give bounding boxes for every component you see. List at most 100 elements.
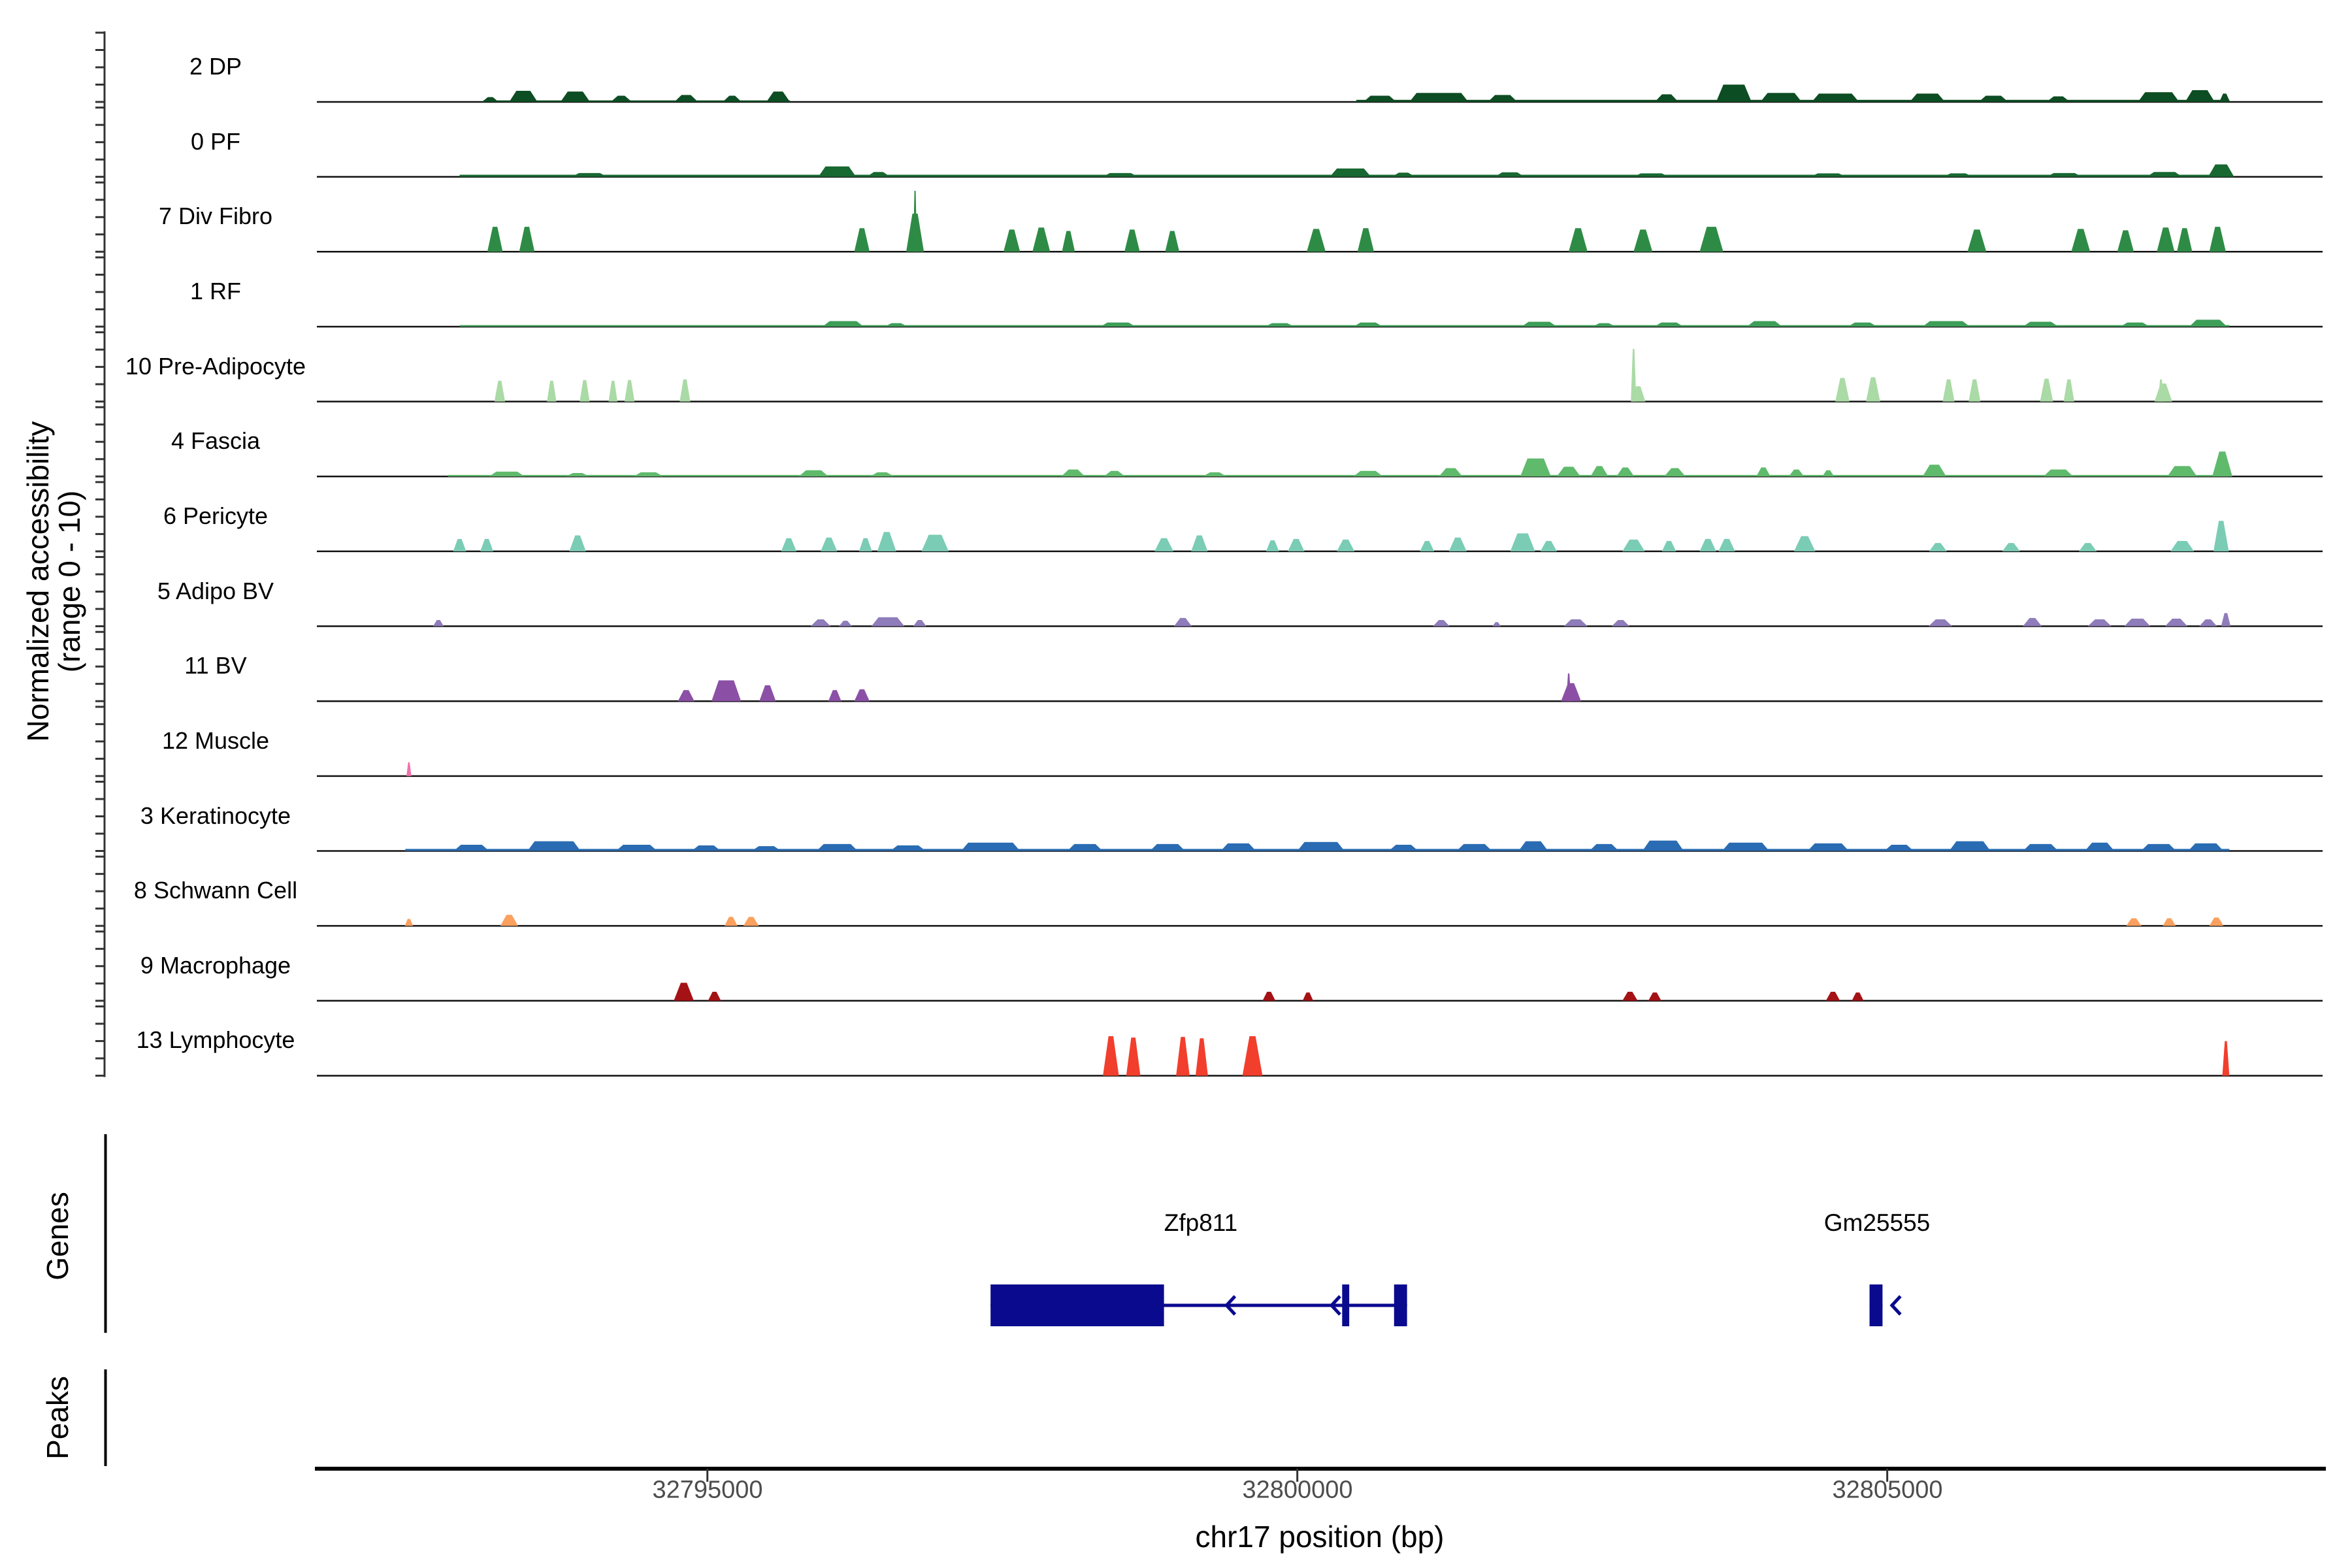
coverage-peak bbox=[1262, 992, 1276, 1001]
coverage-peak bbox=[2087, 619, 2112, 627]
coverage-peak bbox=[1884, 844, 1914, 851]
coverage-peak bbox=[1718, 538, 1735, 551]
gene-exon bbox=[1342, 1284, 1350, 1326]
gene-exon bbox=[1869, 1284, 1883, 1326]
coverage-peak bbox=[1124, 229, 1140, 252]
x-axis-title: chr17 position (bp) bbox=[1195, 1520, 1445, 1554]
coverage-peak bbox=[547, 380, 557, 402]
coverage-peak bbox=[1589, 843, 1619, 851]
coverage-peak bbox=[961, 842, 1021, 851]
coverage-peak bbox=[1561, 683, 1582, 702]
coverage-peak bbox=[2146, 172, 2183, 177]
coverage-peak bbox=[798, 470, 828, 477]
coverage-peak bbox=[2117, 230, 2134, 252]
coverage-peak bbox=[678, 690, 694, 702]
track-label: 12 Muscle bbox=[161, 727, 270, 754]
coverage-peak bbox=[1949, 841, 1991, 851]
x-tick-label-32795000: 32795000 bbox=[652, 1476, 763, 1504]
coverage-peak bbox=[1288, 538, 1305, 551]
coverage-peak bbox=[453, 844, 489, 851]
coverage-peak bbox=[2085, 842, 2115, 851]
genes-section-label: Genes bbox=[41, 1192, 74, 1281]
coverage-peak bbox=[569, 535, 586, 551]
coverage-peak bbox=[433, 620, 444, 627]
coverage-peak bbox=[1363, 95, 1397, 102]
coverage-peak bbox=[2023, 321, 2059, 327]
coverage-peak bbox=[1835, 378, 1850, 402]
track-label: 6 Pericyte bbox=[163, 502, 269, 529]
y-axis-title-line2: (range 0 - 10) bbox=[52, 490, 86, 673]
track-label: 8 Schwann Cell bbox=[133, 877, 298, 904]
coverage-peak bbox=[1866, 377, 1880, 402]
coverage-peak bbox=[1062, 231, 1075, 252]
coverage-peak bbox=[1722, 842, 1770, 851]
coverage-peak bbox=[566, 472, 590, 477]
coverage-peak bbox=[1203, 472, 1227, 477]
track-label: 10 Pre-Adipocyte bbox=[125, 352, 306, 380]
coverage-peak bbox=[2071, 229, 2091, 252]
gene-strand-arrow-icon bbox=[1889, 1295, 1902, 1316]
coverage-peak bbox=[1569, 228, 1588, 252]
coverage-peak bbox=[1812, 93, 1859, 102]
coverage-peak bbox=[1622, 992, 1638, 1001]
coverage-base bbox=[448, 474, 2230, 477]
coverage-peak bbox=[2120, 322, 2150, 327]
coverage-peak bbox=[560, 91, 591, 102]
coverage-peak bbox=[708, 992, 721, 1001]
coverage-peak bbox=[1978, 95, 2008, 102]
coverage-peak bbox=[489, 471, 525, 477]
coverage-peak bbox=[821, 537, 838, 551]
coverage-peak bbox=[1943, 173, 1973, 177]
coverage-peak bbox=[2188, 843, 2224, 851]
coverage-peak bbox=[2209, 917, 2224, 926]
coverage-peak bbox=[1433, 620, 1450, 627]
coverage-peak bbox=[1520, 458, 1551, 477]
peaks-section-label: Peaks bbox=[41, 1376, 74, 1460]
track-label: 7 Div Fibro bbox=[158, 203, 273, 230]
coverage-peak bbox=[404, 919, 414, 926]
coverage-peak bbox=[482, 97, 499, 102]
track-label: 9 Macrophage bbox=[140, 951, 291, 979]
coverage-peak bbox=[743, 917, 759, 926]
coverage-peak bbox=[1654, 94, 1678, 102]
coverage-peak bbox=[1633, 173, 1669, 177]
coverage-peak bbox=[828, 690, 841, 702]
coverage-peak bbox=[691, 845, 721, 851]
coverage-peak bbox=[1716, 84, 1752, 102]
coverage-peak bbox=[2002, 543, 2020, 551]
coverage-peak bbox=[1556, 466, 1581, 477]
coverage-peak bbox=[1540, 541, 1557, 551]
coverage-peak bbox=[1100, 322, 1136, 327]
coverage-peak bbox=[519, 227, 535, 252]
coverage-peak bbox=[527, 841, 581, 851]
coverage-peak bbox=[2023, 843, 2059, 851]
coverage-peak bbox=[572, 172, 608, 177]
coverage-peak bbox=[1793, 536, 1816, 551]
coverage-peak bbox=[494, 380, 506, 402]
gene-label-zfp811: Zfp811 bbox=[1164, 1209, 1238, 1236]
coverage-peak bbox=[1810, 173, 1846, 177]
gene-label-gm25555: Gm25555 bbox=[1823, 1209, 1931, 1236]
coverage-peak bbox=[884, 323, 908, 327]
coverage-peak bbox=[1032, 227, 1051, 252]
coverage-peak bbox=[1265, 323, 1295, 327]
coverage-peak bbox=[2209, 227, 2226, 252]
coverage-peak bbox=[509, 91, 538, 102]
coverage-peak bbox=[487, 227, 503, 252]
coverage-peak bbox=[781, 538, 797, 551]
coverage-peak bbox=[1788, 469, 1805, 477]
coverage-peak bbox=[1165, 231, 1180, 252]
coverage-peak bbox=[2158, 379, 2164, 402]
coverage-peak bbox=[711, 680, 742, 702]
coverage-peak bbox=[1631, 349, 1637, 402]
coverage-peak bbox=[500, 915, 518, 926]
coverage-peak bbox=[1242, 1036, 1263, 1076]
coverage-peak bbox=[751, 846, 781, 851]
coverage-peak bbox=[1420, 541, 1435, 551]
coverage-peak bbox=[608, 380, 618, 402]
coverage-peak bbox=[858, 538, 872, 551]
coverage-peak bbox=[1822, 470, 1835, 477]
gene-strand-arrow-icon bbox=[1224, 1295, 1237, 1316]
coverage-peak bbox=[2157, 227, 2175, 252]
coverage-peak bbox=[624, 380, 635, 402]
